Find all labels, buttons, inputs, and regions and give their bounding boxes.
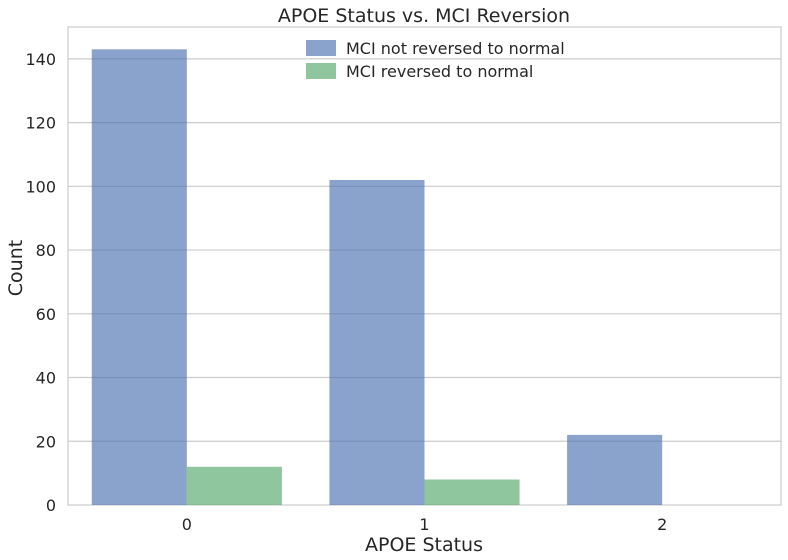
y-tick-label-140: 140 xyxy=(25,50,56,69)
x-tick-label-0: 0 xyxy=(182,515,192,534)
legend-swatch-not-reversed xyxy=(306,40,336,56)
bar-not-reversed-apoe-0 xyxy=(91,49,187,505)
y-tick-label-60: 60 xyxy=(36,305,56,324)
bar-not-reversed-apoe-2 xyxy=(567,434,663,505)
y-tick-label-0: 0 xyxy=(46,496,56,515)
y-tick-label-100: 100 xyxy=(25,177,56,196)
y-tick-label-40: 40 xyxy=(36,369,56,388)
x-tick-label-1: 1 xyxy=(419,515,429,534)
legend-label-reversed: MCI reversed to normal xyxy=(346,62,533,81)
x-tick-labels: 0 1 2 xyxy=(182,515,668,534)
bar-reversed-apoe-0 xyxy=(186,466,282,505)
legend: MCI not reversed to normal MCI reversed … xyxy=(306,39,565,81)
y-axis-label: Count xyxy=(5,240,27,296)
y-tick-labels: 0 20 40 60 80 100 120 140 xyxy=(25,50,56,515)
y-tick-label-20: 20 xyxy=(36,432,56,451)
chart-title: APOE Status vs. MCI Reversion xyxy=(278,5,570,27)
x-tick-label-2: 2 xyxy=(657,515,667,534)
x-axis-label: APOE Status xyxy=(365,534,483,556)
legend-label-not-reversed: MCI not reversed to normal xyxy=(346,39,565,58)
y-tick-label-80: 80 xyxy=(36,241,56,260)
y-tick-label-120: 120 xyxy=(25,114,56,133)
bars-layer xyxy=(91,49,663,505)
legend-swatch-reversed xyxy=(306,63,336,79)
bar-not-reversed-apoe-1 xyxy=(329,179,425,505)
bar-reversed-apoe-1 xyxy=(424,479,520,505)
